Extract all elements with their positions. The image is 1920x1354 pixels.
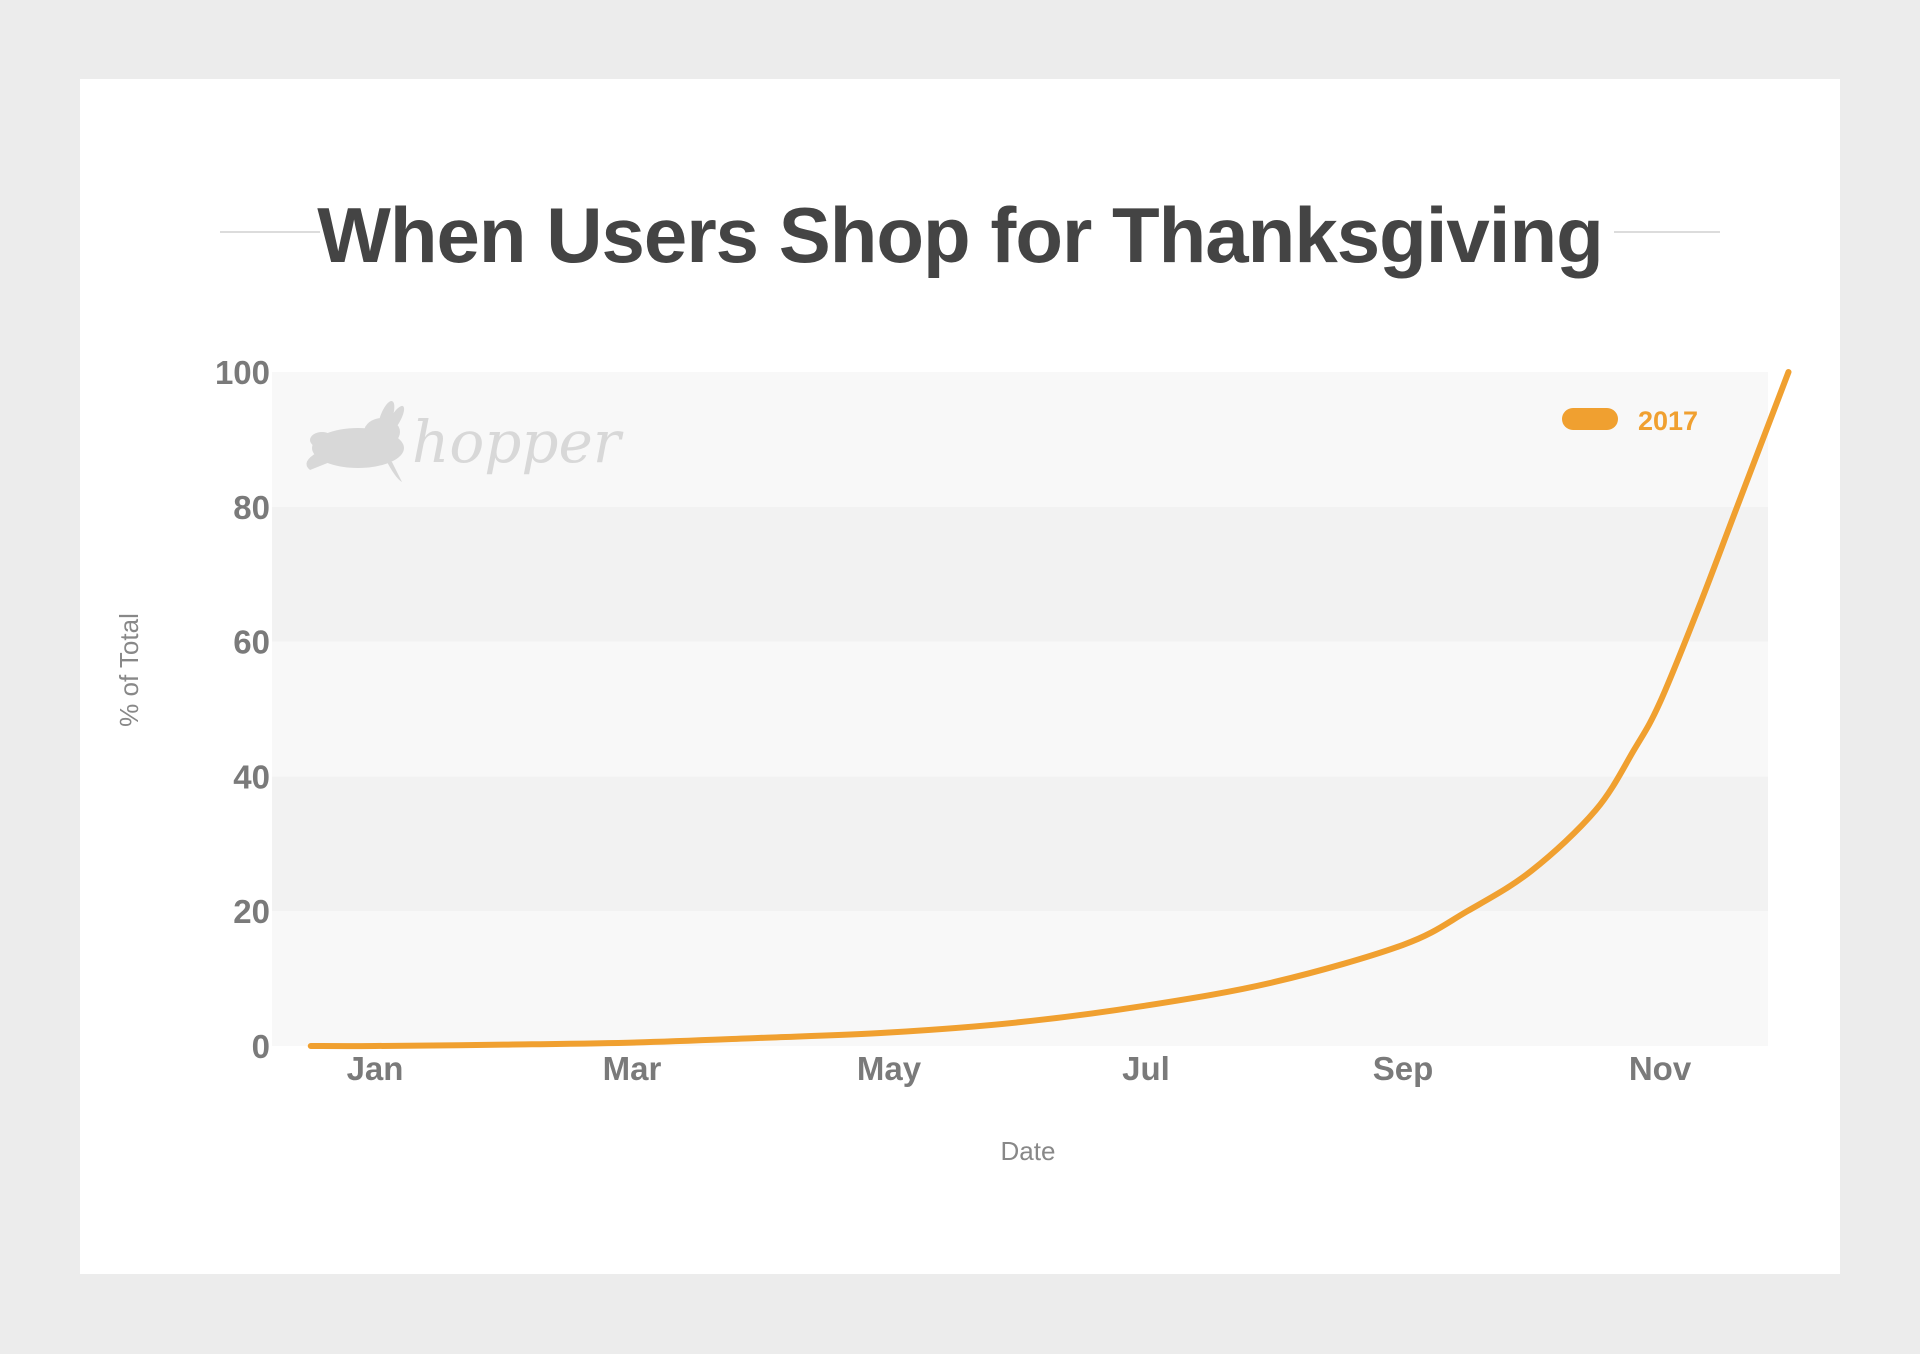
legend-swatch-2017 bbox=[1562, 408, 1618, 430]
x-axis-title: Date bbox=[1001, 1136, 1056, 1166]
plot-band-2 bbox=[272, 641, 1768, 777]
plot-band-0 bbox=[272, 911, 1768, 1046]
series-line-2017 bbox=[307, 369, 1792, 1050]
legend-label-2017: 2017 bbox=[1638, 406, 1698, 436]
y-axis-title: % of Total bbox=[114, 613, 144, 727]
title-rule-left bbox=[220, 231, 320, 233]
chart-title: When Users Shop for Thanksgiving bbox=[317, 191, 1603, 279]
plot-band-3 bbox=[272, 506, 1768, 642]
x-tick-label-jul: Jul bbox=[1122, 1050, 1170, 1087]
x-tick-label-nov: Nov bbox=[1629, 1050, 1692, 1087]
x-axis-ticks: Jan Mar May Jul Sep Nov bbox=[347, 1050, 1692, 1087]
x-tick-label-mar: Mar bbox=[603, 1050, 662, 1087]
y-tick-label-0: 0 bbox=[252, 1028, 270, 1065]
rabbit-icon bbox=[306, 400, 405, 482]
x-tick-label-sep: Sep bbox=[1373, 1050, 1434, 1087]
plot-background bbox=[272, 372, 1768, 1046]
plot-band-4 bbox=[272, 372, 1768, 507]
y-tick-label-40: 40 bbox=[233, 758, 270, 795]
y-tick-label-80: 80 bbox=[233, 489, 270, 526]
series-group bbox=[307, 369, 1792, 1050]
y-tick-label-100: 100 bbox=[215, 354, 270, 391]
y-tick-label-20: 20 bbox=[233, 893, 270, 930]
watermark: hopper bbox=[306, 400, 624, 482]
y-tick-label-60: 60 bbox=[233, 624, 270, 661]
watermark-text: hopper bbox=[412, 408, 624, 476]
x-tick-label-jan: Jan bbox=[347, 1050, 404, 1087]
x-tick-label-may: May bbox=[857, 1050, 922, 1087]
title-rule-right bbox=[1614, 231, 1720, 233]
legend[interactable]: 2017 bbox=[1562, 406, 1698, 436]
y-axis-ticks: 0 20 40 60 80 100 bbox=[215, 354, 270, 1065]
plot-band-1 bbox=[272, 776, 1768, 912]
